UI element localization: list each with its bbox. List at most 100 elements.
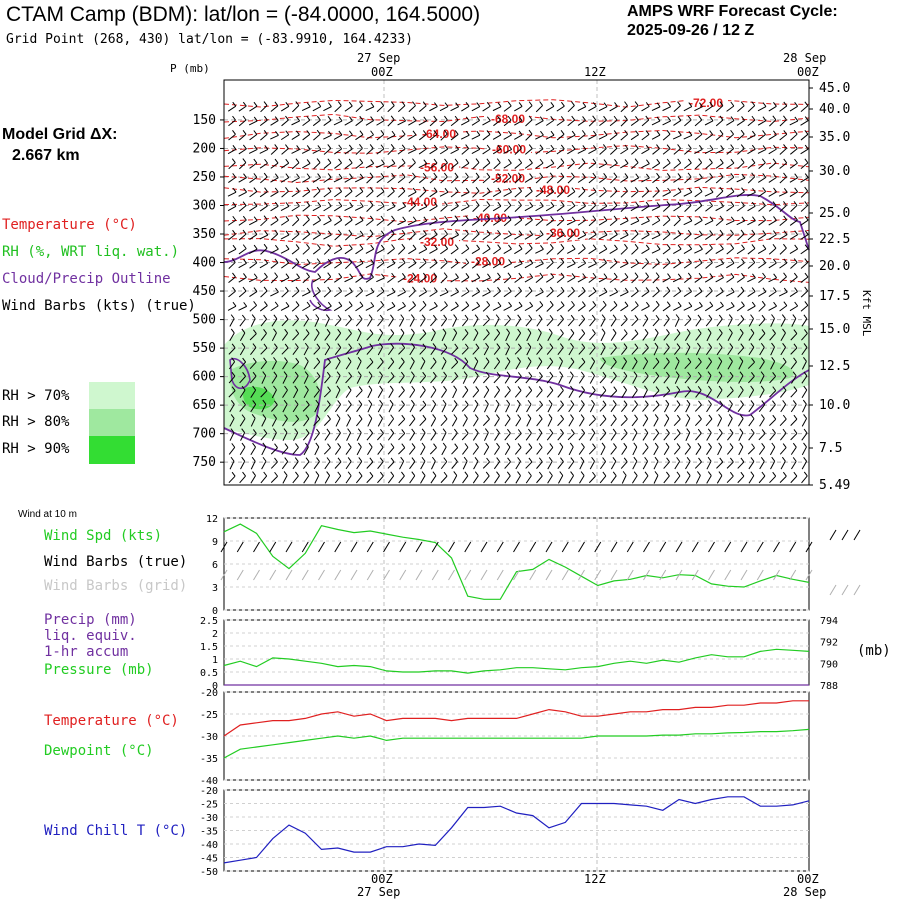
wind-barb	[324, 371, 331, 384]
wind-barb	[609, 215, 618, 226]
wind-barb	[768, 301, 777, 311]
wind-barb-flag	[782, 471, 787, 477]
wind-barb	[802, 399, 807, 413]
y-tick-label: -45	[200, 854, 218, 865]
wind-barb-flag	[666, 244, 671, 249]
wind-barb-flag	[486, 259, 491, 264]
wind-barb	[535, 272, 544, 284]
wind-barb-flag	[538, 428, 543, 434]
wind-barb-staff	[482, 418, 490, 426]
wind-barb-flag	[624, 129, 629, 135]
wind-barb-flag	[433, 158, 438, 164]
height-tick-label: 45.0	[819, 81, 850, 96]
wind-barb	[260, 129, 268, 141]
wind-barb-flag	[665, 399, 670, 405]
wind-barb-staff	[440, 133, 448, 141]
wind-barb-flag	[548, 456, 553, 462]
wind-barb-flag	[380, 230, 385, 236]
wind-barb-flag	[793, 144, 798, 149]
wind-barb-staff	[567, 205, 576, 212]
wind-barb-flag	[444, 102, 449, 107]
wind-barb	[620, 428, 628, 441]
wind-barb-flag	[602, 144, 607, 149]
wind-barb-staff	[800, 234, 809, 240]
wind-barb-flag	[317, 145, 322, 150]
wind-barb-staff	[376, 277, 385, 283]
wind-barb	[770, 342, 775, 356]
wind-barb	[567, 314, 575, 327]
wind-barb-flag	[315, 399, 320, 405]
wind-barb	[791, 371, 797, 384]
wind-barb-flag	[676, 414, 681, 420]
wind-barb-flag	[603, 244, 608, 250]
wind-barb	[568, 328, 575, 341]
wind-barb-staff	[473, 318, 479, 327]
wind-barb-flag	[549, 371, 554, 377]
wind-barb-staff	[536, 390, 543, 398]
wind-barb	[768, 101, 777, 112]
wind-barb-staff	[280, 177, 290, 183]
wind-barb	[748, 414, 755, 427]
wind-barb	[408, 229, 416, 241]
wind-barb-staff	[683, 276, 692, 284]
wind-barb	[599, 115, 607, 127]
wind-barb	[673, 144, 681, 155]
wind-barb-staff	[652, 318, 660, 327]
wind-barb-flag	[560, 243, 565, 249]
wind-barb-flag	[359, 258, 364, 264]
wind-barb-flag	[698, 272, 703, 278]
wind-barb	[705, 158, 713, 170]
wind-barb-staff	[779, 305, 788, 312]
wind-barb-flag	[602, 400, 607, 406]
wind-barb-flag	[348, 130, 353, 136]
wind-barb	[598, 216, 608, 226]
wind-barb	[578, 329, 586, 341]
wind-barb	[641, 272, 650, 284]
wind-barb-flag	[285, 187, 289, 192]
legend-precip: Precip (mm)	[44, 612, 137, 628]
wind-barb	[800, 301, 809, 312]
wind-barb	[323, 187, 332, 198]
wind-barb-flag	[729, 371, 734, 377]
wind-barb-staff	[323, 220, 332, 226]
top-time-label: 00Z	[797, 65, 819, 79]
wind-barb	[494, 414, 500, 427]
wind-barb-staff	[790, 446, 797, 455]
wind-barb	[726, 443, 734, 455]
wind-barb-flag	[540, 130, 544, 136]
wind-barb-staff	[546, 304, 554, 312]
wind-barb-staff	[599, 375, 607, 384]
wind-barb-staff	[418, 148, 427, 155]
wind-barb-flag	[740, 314, 745, 320]
wind-barb-staff	[631, 233, 639, 241]
wind-barb-flag	[549, 343, 554, 348]
wind-barb	[345, 343, 353, 355]
wind-barb	[323, 286, 332, 298]
wind-barb	[556, 243, 565, 255]
wind-barb-flag	[709, 216, 714, 222]
wind-barb-flag	[539, 371, 543, 377]
wind-barb-staff	[789, 162, 798, 169]
wind-barb-staff	[694, 205, 703, 212]
wind-barb-flag	[464, 400, 469, 406]
wind-barb-staff	[451, 432, 458, 441]
wind-barb	[461, 258, 470, 269]
wind-barb-staff	[726, 461, 734, 469]
wind-barb-staff	[367, 403, 373, 413]
wind-barb-flag	[296, 145, 301, 150]
wind-barb-staff	[641, 205, 650, 212]
wind-barb-flag	[337, 471, 342, 477]
wind-barb	[524, 158, 533, 169]
wind-barb-flag	[529, 301, 534, 307]
wind-barb	[758, 300, 766, 312]
wind-barb-staff	[770, 318, 775, 327]
wind-barb-flag	[560, 457, 564, 462]
wind-barb-true	[643, 541, 650, 553]
wind-barb-staff	[493, 290, 501, 298]
wind-barb-flag	[676, 457, 681, 462]
wind-barb-flag	[402, 287, 406, 293]
wind-barb-staff	[282, 475, 288, 484]
wind-barb-staff	[239, 404, 246, 412]
wind-barb	[471, 258, 480, 269]
wind-barb-flag	[539, 144, 544, 150]
